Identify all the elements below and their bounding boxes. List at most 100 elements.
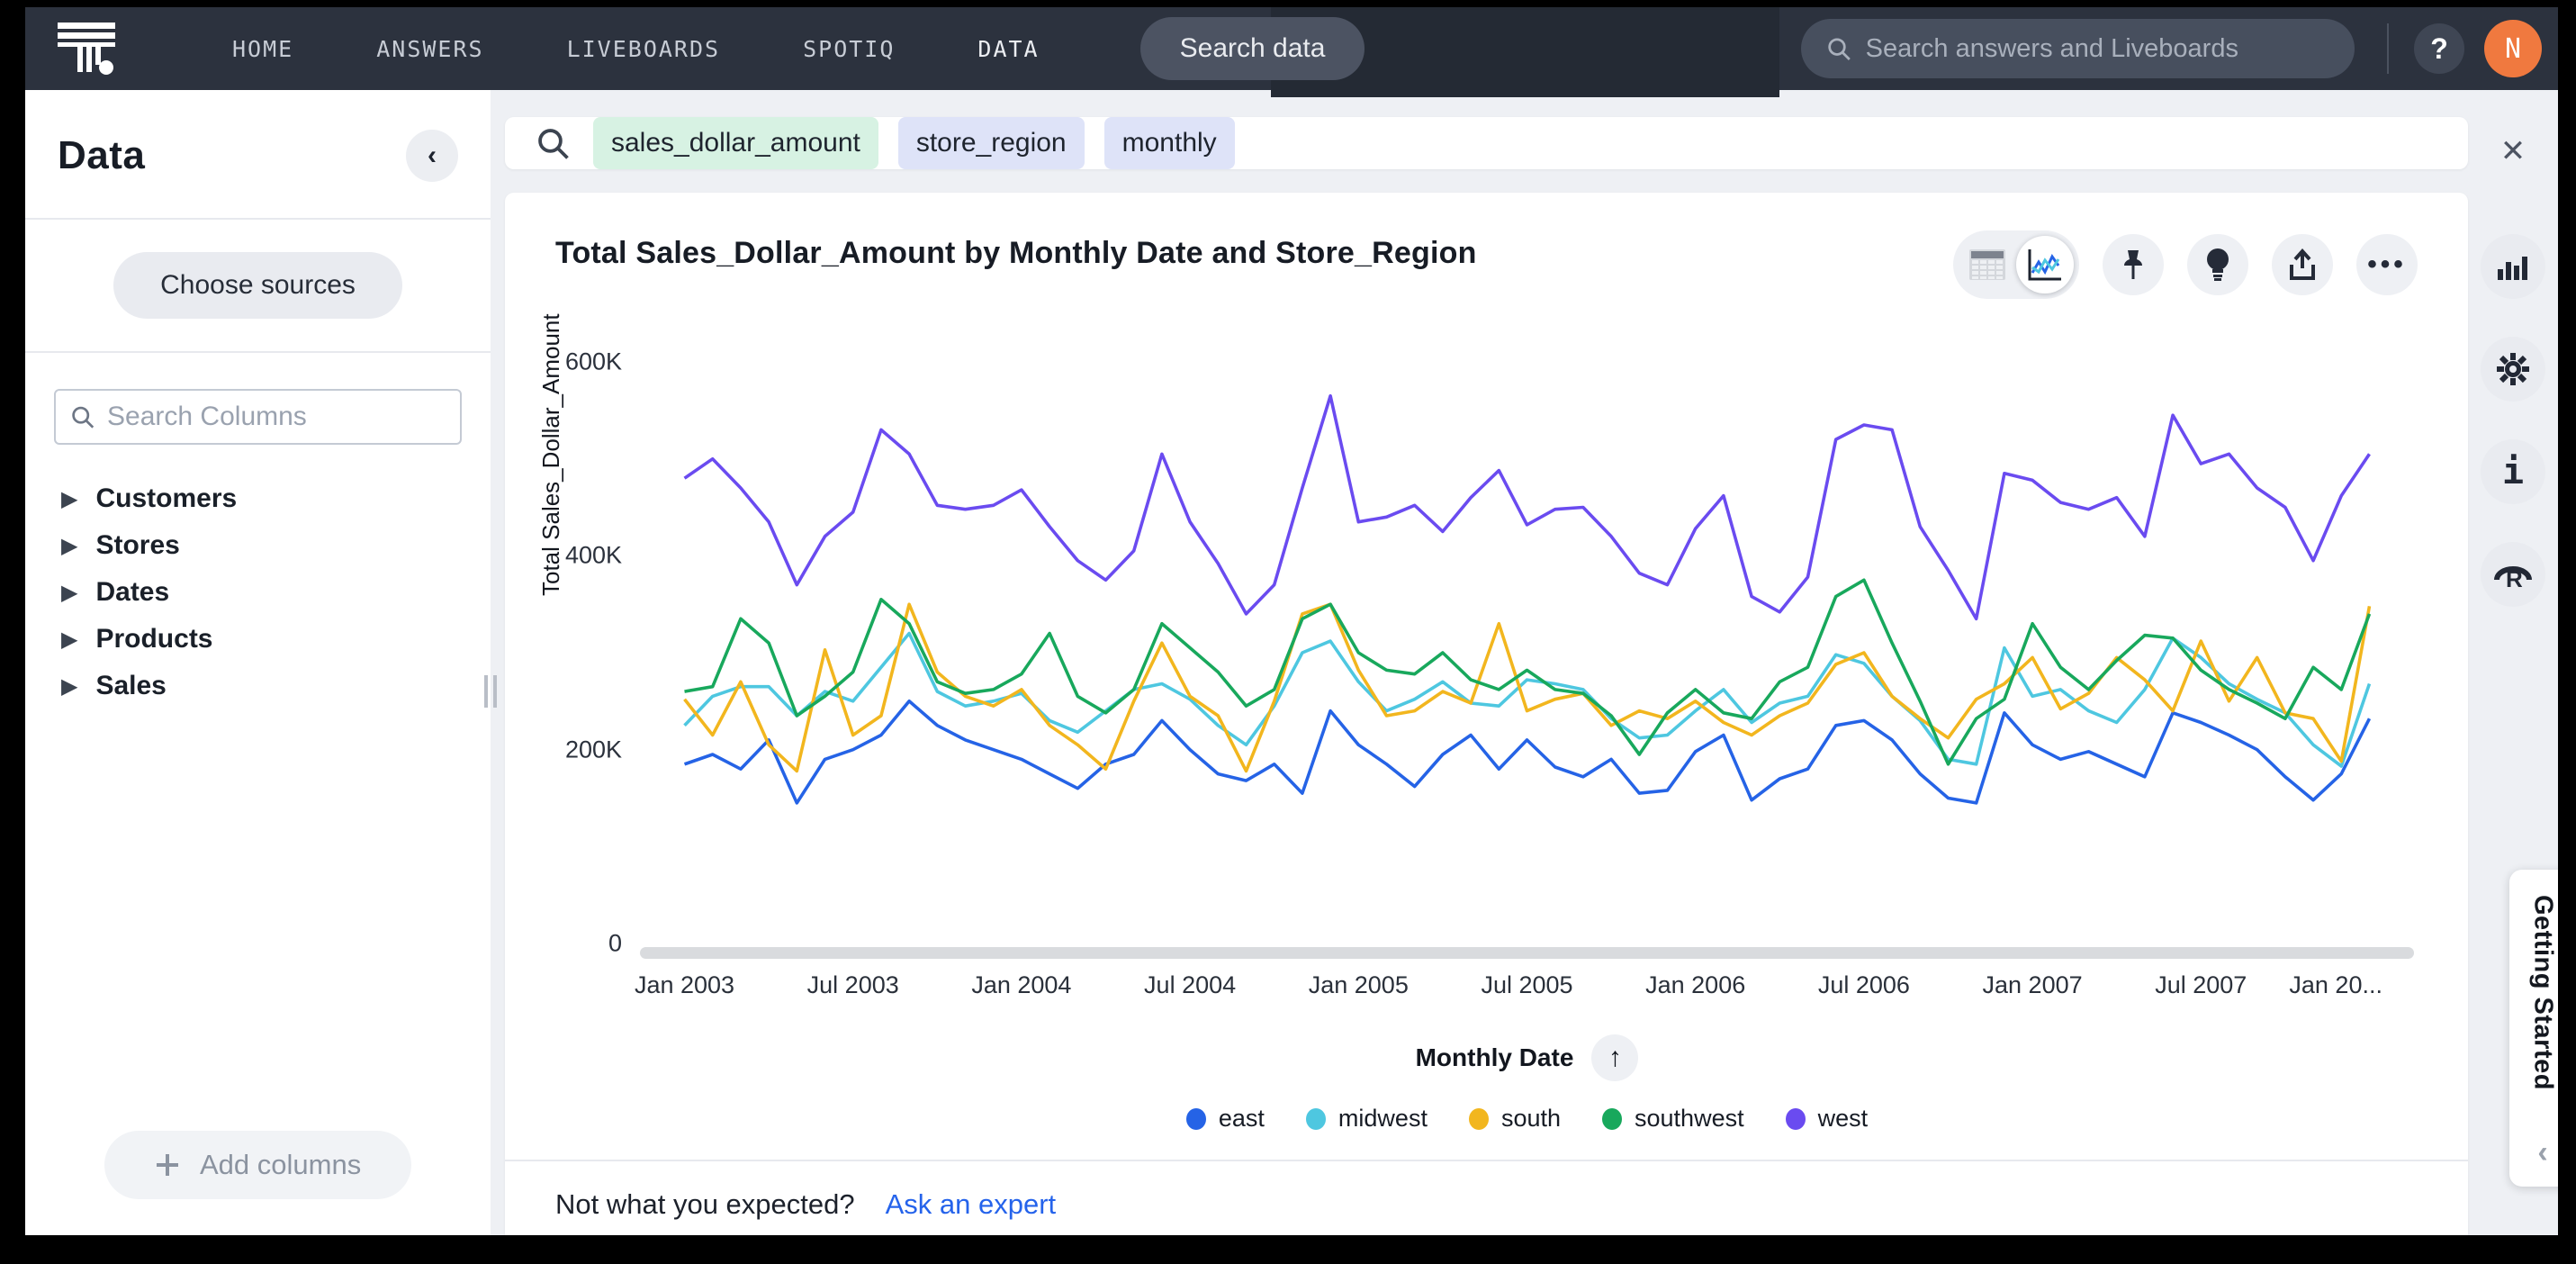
tree-item-label: Stores	[95, 530, 180, 560]
expand-caret-icon[interactable]: ▶	[61, 486, 78, 511]
top-nav: HOME ANSWERS LIVEBOARDS SPOTIQ DATA Search d…	[25, 7, 2558, 97]
tree-item-sales[interactable]: ▶ Sales	[61, 663, 491, 709]
series-line-west[interactable]	[683, 393, 2371, 621]
choose-sources-button[interactable]: Choose sources	[113, 252, 402, 319]
tree-item-dates[interactable]: ▶ Dates	[61, 569, 491, 616]
chart-mode-button[interactable]	[2016, 236, 2074, 293]
x-axis-ticks: Jan 2003 Jul 2003 Jan 2004 Jul 2004 Jan 2005…	[635, 971, 2414, 1011]
legend-item-west[interactable]: west	[1785, 1105, 1869, 1133]
thoughtspot-logo[interactable]	[56, 21, 124, 77]
tree-item-products[interactable]: ▶ Products	[61, 616, 491, 663]
share-button[interactable]	[2272, 234, 2333, 295]
legend-item-midwest[interactable]: midwest	[1305, 1105, 1428, 1133]
add-columns-button[interactable]: Add columns	[104, 1131, 412, 1199]
thoughtspot-logo-icon	[58, 23, 115, 75]
legend-label: east	[1218, 1105, 1265, 1132]
share-icon	[2290, 248, 2315, 280]
x-tick: Jul 2005	[1481, 971, 1573, 998]
legend-dot	[1785, 1107, 1806, 1130]
nav-item-liveboards[interactable]: LIVEBOARDS	[566, 35, 721, 62]
table-mode-button[interactable]	[1959, 236, 2016, 293]
pin-icon	[2124, 250, 2142, 279]
x-tick: Jan 2006	[1645, 971, 1746, 998]
search-token-monthly[interactable]: monthly	[1103, 117, 1235, 169]
pin-button[interactable]	[2103, 234, 2164, 295]
global-search[interactable]	[1801, 19, 2355, 78]
r-analysis-button[interactable]: R	[2481, 542, 2545, 607]
legend-label: southwest	[1635, 1105, 1744, 1132]
close-answer-button[interactable]: ✕	[2499, 134, 2526, 168]
table-icon	[1969, 249, 2005, 280]
expand-caret-icon[interactable]: ▶	[61, 627, 78, 652]
expand-caret-icon[interactable]: ▶	[61, 533, 78, 558]
search-columns-input[interactable]	[107, 402, 446, 432]
getting-started-label: Getting Started	[2528, 895, 2558, 1090]
chart-area: Total Sales_Dollar_Amount 600K 400K 200K 0 …	[505, 299, 2468, 1133]
avatar[interactable]: N	[2484, 20, 2542, 77]
x-tick: Jan 2005	[1308, 971, 1409, 998]
nav-item-spotiq[interactable]: SPOTIQ	[803, 35, 896, 62]
main-area: sales_dollar_amount store_region monthly T…	[491, 90, 2468, 1235]
answer-toolbar: •••	[1953, 230, 2418, 299]
line-chart[interactable]	[640, 362, 2414, 943]
settings-button[interactable]	[2481, 337, 2545, 402]
expand-caret-icon[interactable]: ▶	[61, 673, 78, 699]
search-token-sales_dollar_amount[interactable]: sales_dollar_amount	[593, 117, 878, 169]
expand-caret-icon[interactable]: ▶	[61, 580, 78, 605]
series-line-south[interactable]	[683, 602, 2372, 773]
search-bar[interactable]: sales_dollar_amount store_region monthly	[505, 117, 2468, 169]
global-search-input[interactable]	[1865, 33, 2329, 64]
y-tick: 0	[608, 929, 622, 957]
bar-chart-icon	[2498, 257, 2527, 280]
collapse-sidebar-button[interactable]: ‹	[406, 130, 458, 182]
tree-item-label: Products	[95, 624, 213, 654]
svg-text:R: R	[2506, 565, 2523, 591]
y-tick: 600K	[564, 348, 622, 375]
nav-menu: HOME ANSWERS LIVEBOARDS SPOTIQ DATA	[232, 36, 1040, 62]
gear-icon	[2497, 353, 2529, 385]
legend-item-southwest[interactable]: southwest	[1602, 1105, 1744, 1133]
sidebar-resize-handle[interactable]	[484, 675, 502, 708]
search-icon	[538, 129, 569, 159]
x-tick: Jan 2003	[634, 971, 735, 998]
tree-item-label: Sales	[95, 671, 167, 700]
footer-text: Not what you expected?	[555, 1188, 855, 1220]
series-line-southwest[interactable]	[684, 578, 2372, 766]
legend-item-south[interactable]: south	[1468, 1105, 1562, 1133]
spotiq-insights-button[interactable]	[2187, 234, 2248, 295]
answer-card: Total Sales_Dollar_Amount by Monthly Dat…	[505, 193, 2468, 1235]
app-window: HOME ANSWERS LIVEBOARDS SPOTIQ DATA Search d…	[25, 7, 2558, 1235]
sort-ascending-button[interactable]: ↑	[1591, 1034, 1639, 1081]
info-icon: i	[2501, 451, 2525, 492]
x-tick: Jul 2006	[1817, 971, 1910, 998]
series-line-midwest[interactable]	[683, 631, 2372, 768]
series-line-east[interactable]	[683, 699, 2372, 805]
legend-label: midwest	[1338, 1105, 1428, 1132]
legend-label: south	[1500, 1105, 1562, 1132]
legend-label: west	[1817, 1105, 1869, 1132]
chart-horizontal-scrollbar[interactable]	[640, 947, 2414, 959]
ask-an-expert-link[interactable]: Ask an expert	[885, 1188, 1057, 1220]
y-tick: 400K	[564, 541, 622, 569]
answer-details-button[interactable]: i	[2481, 439, 2545, 504]
nav-divider	[2387, 23, 2389, 74]
chart-config-button[interactable]	[2481, 234, 2545, 299]
plus-icon	[157, 1154, 178, 1176]
nav-item-answers[interactable]: ANSWERS	[376, 35, 484, 62]
tree-item-label: Dates	[95, 577, 170, 607]
tree-item-stores[interactable]: ▶ Stores	[61, 522, 491, 569]
search-token-store_region[interactable]: store_region	[897, 117, 1085, 169]
legend-item-east[interactable]: east	[1185, 1105, 1265, 1133]
tree-item-customers[interactable]: ▶ Customers	[61, 475, 491, 522]
search-data-button[interactable]: Search data	[1139, 17, 1365, 80]
x-tick: Jul 2007	[2155, 971, 2247, 998]
nav-item-data[interactable]: DATA	[977, 35, 1040, 62]
nav-item-home[interactable]: HOME	[232, 35, 294, 62]
x-tick: Jul 2003	[806, 971, 899, 998]
getting-started-tab[interactable]: Getting Started ‹	[2509, 870, 2558, 1187]
r-language-icon: R	[2494, 565, 2532, 591]
answer-footer: Not what you expected? Ask an expert	[505, 1160, 2468, 1235]
more-options-button[interactable]: •••	[2356, 234, 2418, 295]
search-columns[interactable]	[54, 389, 462, 445]
help-button[interactable]: ?	[2414, 23, 2464, 74]
